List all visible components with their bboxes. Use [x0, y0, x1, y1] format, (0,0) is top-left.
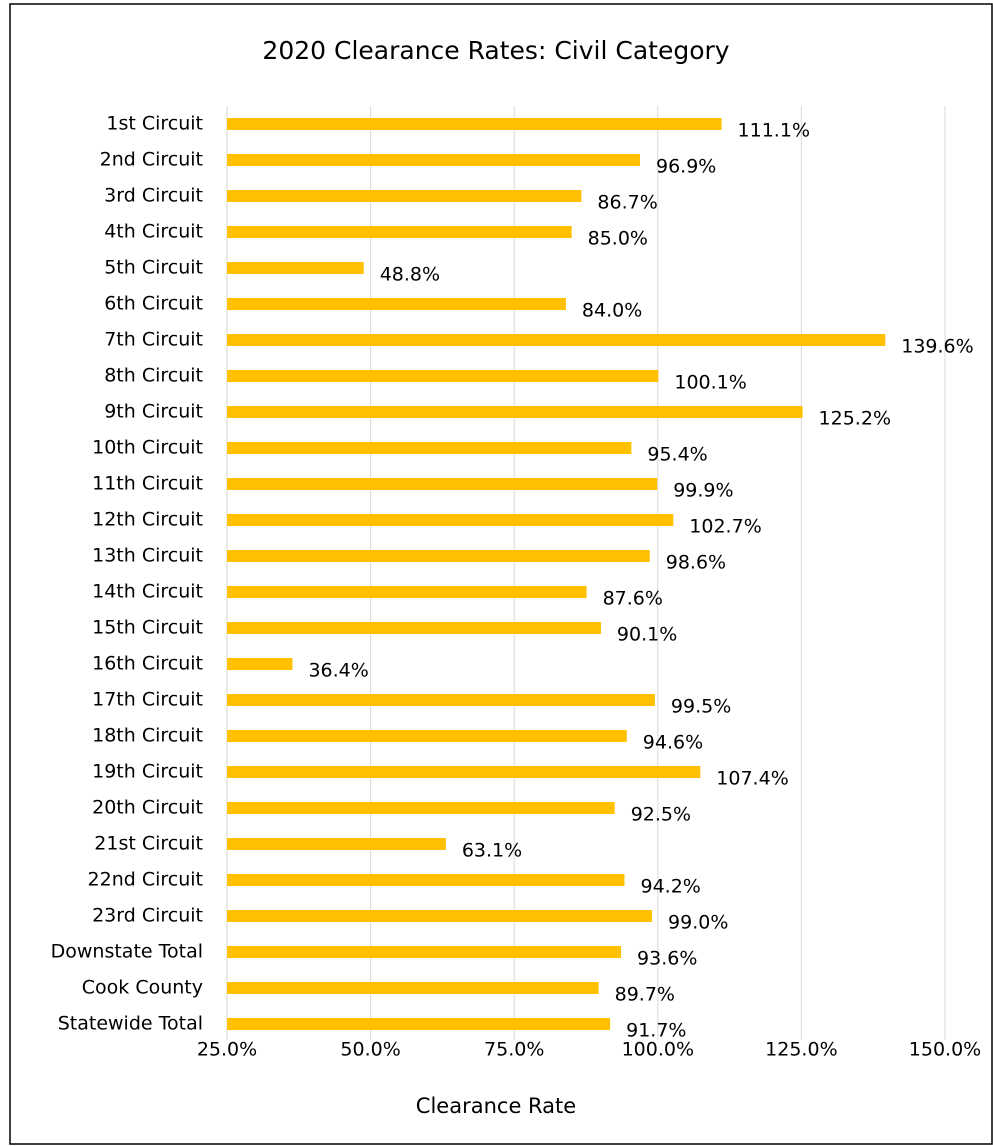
y-tick-label: 9th Circuit: [104, 401, 203, 423]
bar: [227, 154, 640, 166]
value-label: 93.6%: [637, 948, 697, 970]
bar: [227, 370, 659, 382]
value-label: 90.1%: [617, 624, 677, 646]
y-tick-label: 13th Circuit: [92, 545, 203, 567]
bar: [227, 910, 653, 922]
bar: [227, 802, 615, 814]
bar: [227, 550, 650, 562]
value-label: 99.0%: [668, 912, 728, 934]
bar: [227, 622, 601, 634]
y-tick-label: 20th Circuit: [92, 797, 203, 819]
value-label: 89.7%: [615, 984, 675, 1006]
x-tick-label: 100.0%: [622, 1039, 694, 1061]
value-label: 92.5%: [631, 804, 691, 826]
y-tick-label: 6th Circuit: [104, 293, 203, 315]
value-label: 100.1%: [674, 372, 746, 394]
bar: [227, 838, 446, 850]
value-label: 96.9%: [656, 156, 716, 178]
bar: [227, 946, 622, 958]
y-tick-label: Statewide Total: [58, 1013, 203, 1035]
y-tick-label: Cook County: [82, 977, 203, 999]
y-tick-label: 15th Circuit: [92, 617, 203, 639]
y-tick-label: 10th Circuit: [92, 437, 203, 459]
x-tick-label: 25.0%: [197, 1039, 257, 1061]
value-label: 107.4%: [716, 768, 788, 790]
bar: [227, 442, 632, 454]
bar: [227, 658, 293, 670]
bar: [227, 118, 722, 130]
bar: [227, 1018, 611, 1030]
value-label: 99.9%: [673, 480, 733, 502]
value-label: 84.0%: [582, 300, 642, 322]
x-tick-label: 75.0%: [484, 1039, 544, 1061]
x-axis-title: Clearance Rate: [416, 1094, 576, 1118]
value-label: 85.0%: [588, 228, 648, 250]
bar: [227, 334, 886, 346]
bar: [227, 982, 599, 994]
bar: [227, 478, 658, 490]
value-label: 102.7%: [689, 516, 761, 538]
chart-border: [9, 3, 993, 1145]
bar: [227, 190, 582, 202]
y-tick-label: 12th Circuit: [92, 509, 203, 531]
y-tick-label: 3rd Circuit: [104, 185, 203, 207]
y-tick-label: 17th Circuit: [92, 689, 203, 711]
bar: [227, 730, 627, 742]
value-label: 139.6%: [901, 336, 973, 358]
bar: [227, 586, 587, 598]
value-label: 95.4%: [647, 444, 707, 466]
y-tick-label: 22nd Circuit: [88, 869, 203, 891]
y-tick-label: 14th Circuit: [92, 581, 203, 603]
y-tick-label: 4th Circuit: [104, 221, 203, 243]
bar: [227, 226, 572, 238]
x-tick-label: 125.0%: [765, 1039, 837, 1061]
x-tick-label: 150.0%: [909, 1039, 981, 1061]
bar: [227, 874, 625, 886]
y-tick-label: 11th Circuit: [92, 473, 203, 495]
value-label: 87.6%: [603, 588, 663, 610]
y-tick-label: 8th Circuit: [104, 365, 203, 387]
y-tick-label: 5th Circuit: [104, 257, 203, 279]
x-tick-label: 50.0%: [340, 1039, 400, 1061]
y-tick-label: 7th Circuit: [104, 329, 203, 351]
y-tick-label: 21st Circuit: [94, 833, 203, 855]
bar: [227, 262, 364, 274]
value-label: 48.8%: [380, 264, 440, 286]
bar: [227, 298, 566, 310]
value-label: 94.6%: [643, 732, 703, 754]
value-label: 94.2%: [640, 876, 700, 898]
bar: [227, 694, 655, 706]
value-label: 111.1%: [738, 120, 810, 142]
value-label: 86.7%: [597, 192, 657, 214]
value-label: 63.1%: [462, 840, 522, 862]
y-tick-label: 1st Circuit: [106, 113, 203, 135]
y-tick-label: 2nd Circuit: [100, 149, 203, 171]
value-label: 91.7%: [626, 1020, 686, 1042]
value-label: 99.5%: [671, 696, 731, 718]
y-tick-label: 18th Circuit: [92, 725, 203, 747]
bar: [227, 514, 674, 526]
chart-title: 2020 Clearance Rates: Civil Category: [262, 36, 729, 65]
y-tick-label: 23rd Circuit: [92, 905, 203, 927]
value-label: 125.2%: [819, 408, 891, 430]
y-tick-label: Downstate Total: [51, 941, 203, 963]
bar: [227, 766, 701, 778]
y-tick-label: 19th Circuit: [92, 761, 203, 783]
y-tick-label: 16th Circuit: [92, 653, 203, 675]
value-label: 36.4%: [308, 660, 368, 682]
value-label: 98.6%: [666, 552, 726, 574]
bar: [227, 406, 803, 418]
